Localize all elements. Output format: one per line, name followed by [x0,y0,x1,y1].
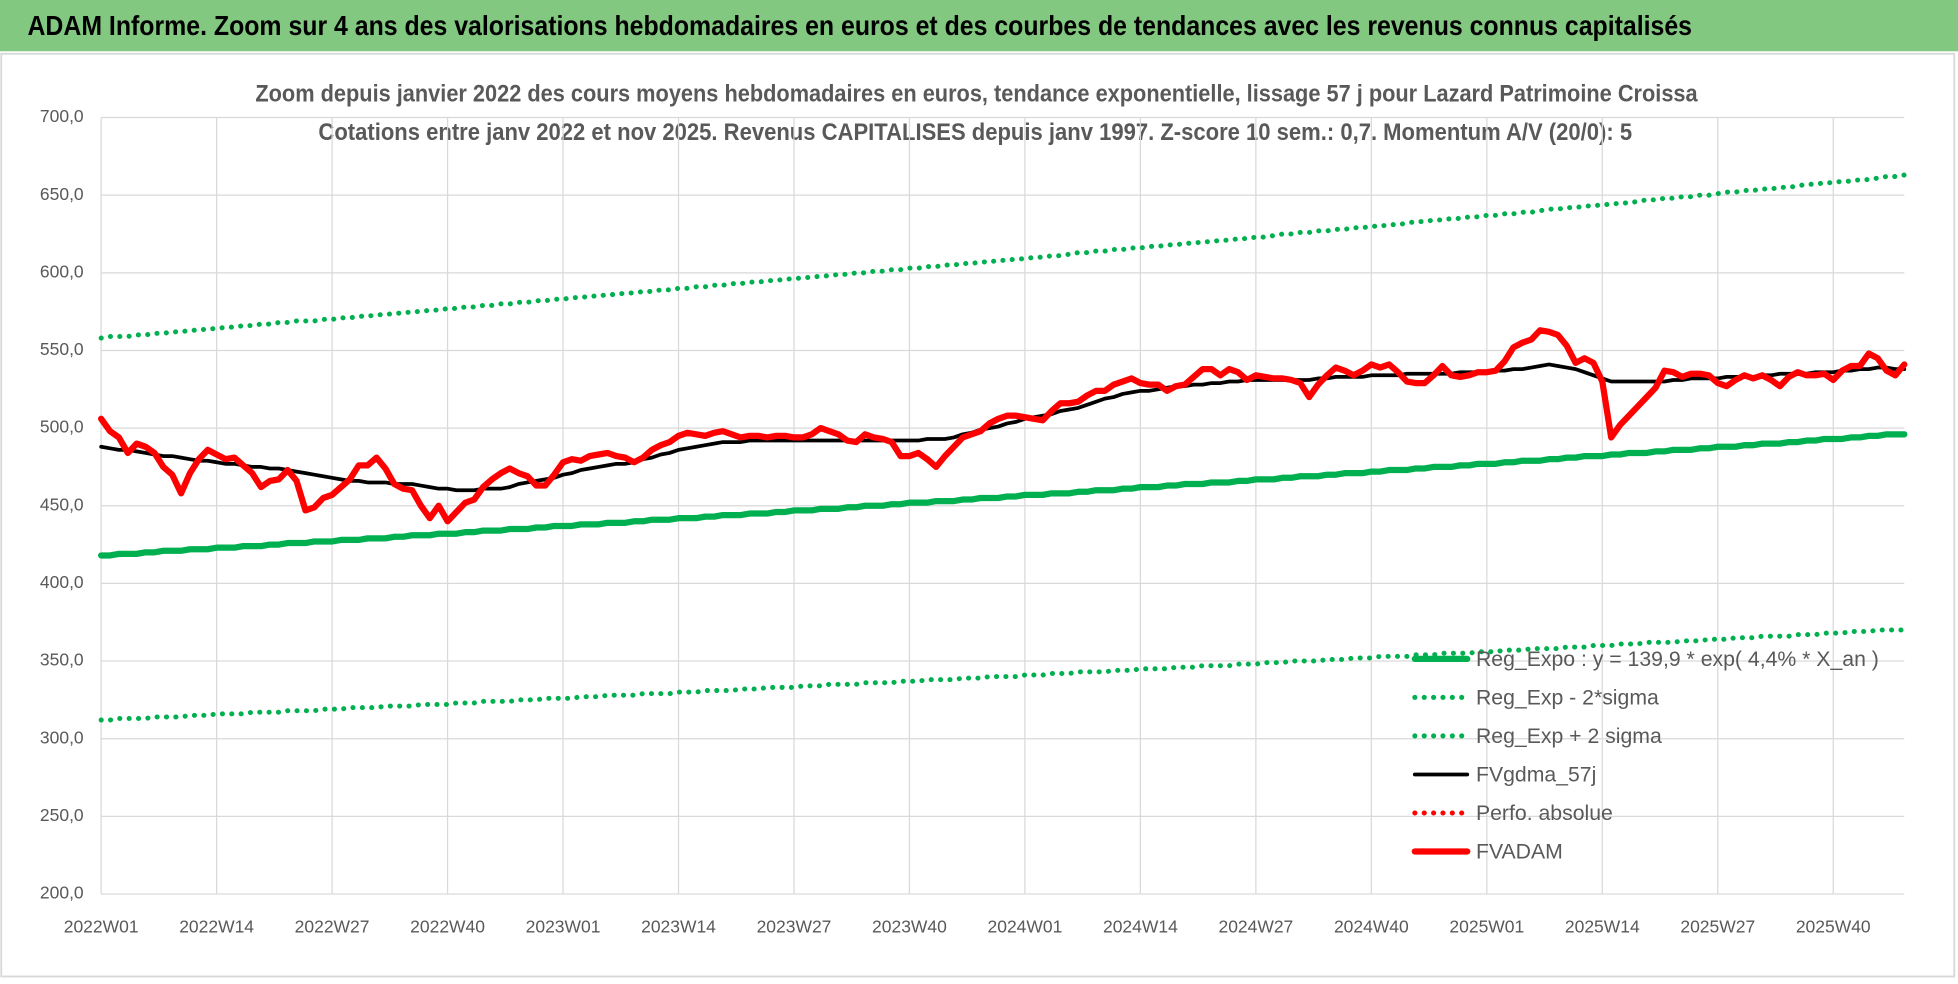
y-tick-label: 500,0 [40,417,84,437]
y-tick-label: 700,0 [40,106,84,126]
x-tick-label: 2025W27 [1680,916,1755,936]
series-line [98,172,1907,341]
x-tick-label: 2022W40 [410,916,485,936]
legend: Reg_Expo : y = 139,9 * exp( 4,4% * X_an … [1411,647,1879,863]
chart-title: Zoom depuis janvier 2022 des cours moyen… [255,81,1698,107]
y-tick-label: 450,0 [40,494,84,514]
legend-label: FVADAM [1476,839,1563,863]
legend-label: FVgdma_57j [1476,762,1596,786]
y-tick-label: 600,0 [40,261,84,281]
x-tick-label: 2023W01 [526,916,601,936]
x-tick-label: 2025W01 [1449,916,1524,936]
series-line [98,627,1907,723]
chart-frame [0,52,1956,978]
header-title: ADAM Informe. Zoom sur 4 ans des valoris… [27,10,1692,41]
y-tick-label: 550,0 [40,339,84,359]
plot-lines [98,172,1908,723]
y-tick-label: 350,0 [40,650,84,670]
header-bar [0,0,1958,52]
x-tick-label: 2022W01 [64,916,139,936]
legend-label: Perfo. absolue [1476,801,1613,825]
y-tick-label: 300,0 [40,727,84,747]
x-tick-label: 2023W14 [641,916,716,936]
series-line [98,431,1908,559]
x-tick-label: 2023W27 [757,916,832,936]
x-tick-label: 2023W40 [872,916,947,936]
series-line [98,327,1908,525]
x-tick-label: 2024W14 [1103,916,1178,936]
x-tick-label: 2022W27 [295,916,370,936]
legend-label: Reg_Exp - 2*sigma [1476,685,1659,709]
x-tick-label: 2025W40 [1796,916,1871,936]
chart-subtitle: Cotations entre janv 2022 et nov 2025. R… [318,120,1632,146]
y-tick-label: 250,0 [40,805,84,825]
x-tick-label: 2024W40 [1334,916,1409,936]
x-tick-label: 2022W14 [179,916,254,936]
x-tick-label: 2024W01 [988,916,1063,936]
x-tick-label: 2024W27 [1218,916,1293,936]
y-tick-label: 400,0 [40,572,84,592]
grid: 200,0 250,0 300,0 350,0 400,0 450,0 500,0 550,0… [40,106,1905,936]
x-tick-label: 2025W14 [1565,916,1640,936]
legend-label: Reg_Exp + 2 sigma [1476,724,1662,748]
y-tick-label: 200,0 [40,883,84,903]
legend-label: Reg_Expo : y = 139,9 * exp( 4,4% * X_an … [1476,647,1879,671]
y-tick-label: 650,0 [40,184,84,204]
